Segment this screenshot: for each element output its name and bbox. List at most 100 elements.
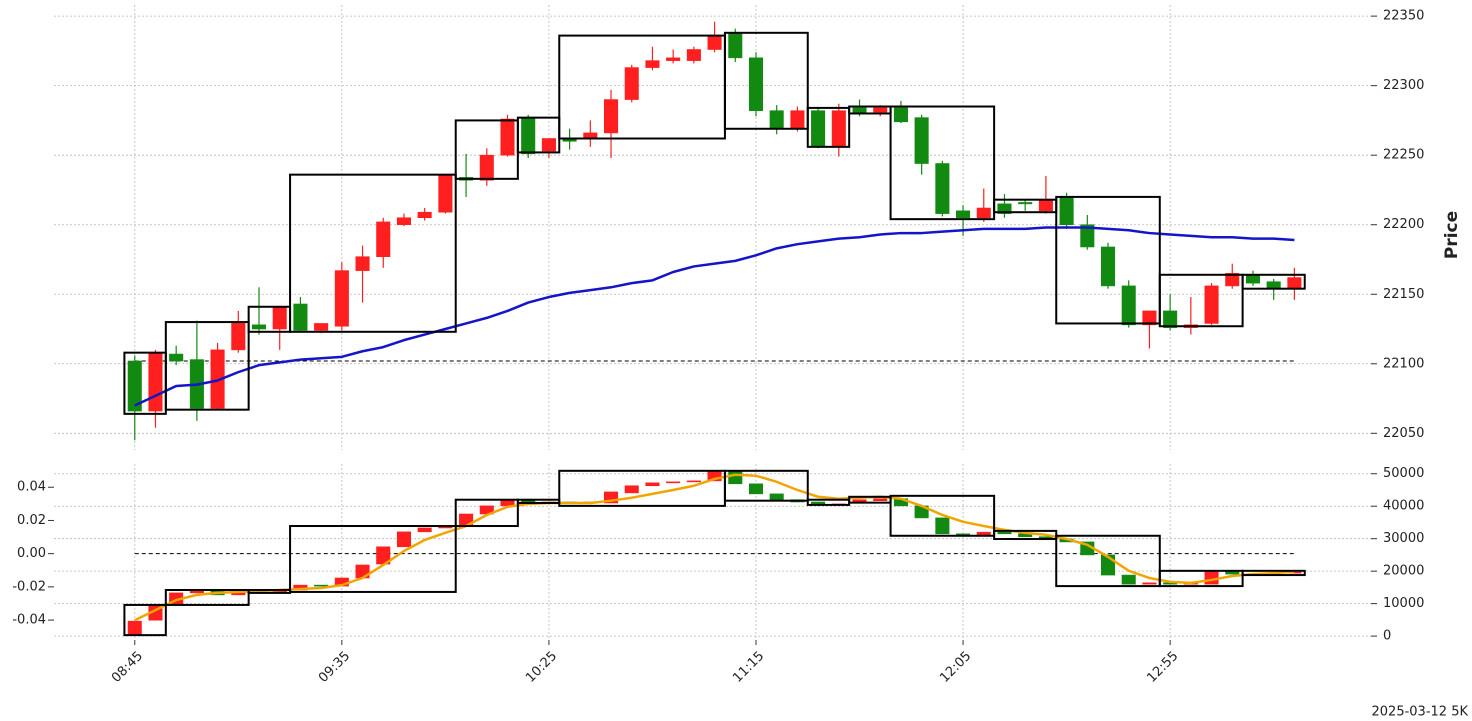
candle-body bbox=[873, 498, 888, 501]
candle-body bbox=[272, 306, 287, 330]
candle-body bbox=[417, 211, 432, 219]
y-tick-label: 22250 bbox=[1383, 148, 1424, 163]
candle-body bbox=[479, 154, 494, 181]
candle-body bbox=[417, 527, 432, 533]
candle-body bbox=[666, 57, 681, 61]
candle-body bbox=[769, 110, 784, 130]
candle-body bbox=[1121, 574, 1136, 585]
candle-body bbox=[293, 303, 308, 331]
candle-body bbox=[748, 57, 764, 111]
candle-body bbox=[541, 138, 556, 152]
candle-body bbox=[521, 117, 536, 155]
range-box bbox=[164, 588, 250, 606]
y-tick-label: 0.04 bbox=[17, 480, 46, 495]
y-tick-label: 40000 bbox=[1383, 499, 1424, 514]
candle-body bbox=[645, 482, 660, 487]
candle-body bbox=[231, 321, 246, 351]
candle-body bbox=[624, 67, 639, 100]
candle-body bbox=[396, 217, 411, 226]
footer: 2025-03-12 5K bbox=[1372, 705, 1469, 720]
candle-body bbox=[666, 481, 681, 484]
range-box bbox=[1158, 569, 1244, 588]
range-box bbox=[1055, 534, 1161, 588]
candle-body bbox=[686, 49, 701, 61]
candle-body bbox=[1245, 274, 1260, 284]
moving-average-line bbox=[134, 473, 1295, 622]
candle-body bbox=[893, 107, 908, 123]
y-tick-label: 10000 bbox=[1383, 596, 1424, 611]
range-box bbox=[723, 31, 809, 130]
candle-body bbox=[997, 531, 1012, 535]
y-tick-label: 0.00 bbox=[17, 546, 46, 561]
candle-body bbox=[500, 118, 515, 156]
candle-body bbox=[251, 324, 267, 330]
candle-body bbox=[728, 32, 743, 59]
y-tick-label: 22300 bbox=[1383, 78, 1424, 93]
y-tick-label: 22350 bbox=[1383, 9, 1424, 24]
candle-body bbox=[1080, 224, 1095, 248]
candle-body bbox=[1287, 277, 1302, 289]
candle-body bbox=[1038, 199, 1053, 212]
y-tick-label: 22200 bbox=[1383, 217, 1424, 232]
y-tick-label: 30000 bbox=[1383, 531, 1424, 546]
candle-body bbox=[127, 620, 142, 635]
range-box bbox=[454, 498, 519, 528]
candle-body bbox=[976, 207, 991, 219]
range-box bbox=[723, 469, 809, 502]
y-axis-title: Price bbox=[1442, 211, 1462, 259]
candle-body bbox=[314, 584, 329, 587]
candle-body bbox=[707, 35, 722, 50]
candle-body bbox=[935, 517, 950, 535]
range-box bbox=[1241, 273, 1306, 290]
candle-body bbox=[956, 210, 971, 219]
candle-body bbox=[748, 483, 764, 495]
candle-body bbox=[148, 352, 163, 412]
y-tick-label: -0.04 bbox=[12, 613, 46, 628]
range-box bbox=[289, 525, 457, 593]
candle-body bbox=[355, 256, 370, 271]
candle-body bbox=[376, 221, 391, 258]
y-tick-label: -0.02 bbox=[12, 579, 46, 594]
candle-body bbox=[645, 60, 660, 68]
y-tick-label: 22150 bbox=[1383, 287, 1424, 302]
range-box bbox=[164, 321, 250, 411]
y-tick-label: 0.02 bbox=[17, 513, 46, 528]
grid-layer bbox=[54, 5, 1371, 640]
y-tick-label: 0 bbox=[1383, 629, 1391, 644]
candle-body bbox=[935, 163, 950, 214]
range-box bbox=[123, 603, 167, 637]
candle-body bbox=[790, 110, 805, 130]
moving-average-line bbox=[134, 226, 1295, 407]
candle-body bbox=[873, 107, 888, 113]
range-box bbox=[289, 173, 457, 333]
candle-body bbox=[314, 323, 329, 331]
range-box bbox=[889, 494, 996, 537]
range-box bbox=[1158, 273, 1244, 328]
candle-body bbox=[438, 174, 453, 213]
candle-body bbox=[1142, 310, 1157, 326]
candle-body bbox=[127, 360, 142, 412]
candle-body bbox=[686, 480, 701, 483]
candle-body bbox=[1204, 285, 1219, 324]
candle-body bbox=[997, 203, 1012, 214]
y-tick-label: 22050 bbox=[1383, 426, 1424, 441]
candle-body bbox=[1018, 202, 1033, 205]
candle-body bbox=[1225, 571, 1240, 575]
candle-body bbox=[914, 117, 929, 164]
candle-body bbox=[1121, 285, 1136, 326]
candle-body bbox=[769, 493, 784, 501]
range-box bbox=[1241, 569, 1306, 577]
range-box bbox=[1055, 195, 1161, 325]
y-tick-label: 22100 bbox=[1383, 356, 1424, 371]
candle-body bbox=[1163, 310, 1178, 328]
y-tick-label: 20000 bbox=[1383, 564, 1424, 579]
candle-body bbox=[624, 485, 639, 494]
candle-body bbox=[604, 491, 619, 504]
range-box bbox=[806, 106, 851, 148]
candle-body bbox=[334, 270, 349, 327]
y-tick-label: 50000 bbox=[1383, 466, 1424, 481]
candle-body bbox=[1225, 273, 1240, 287]
candle-body bbox=[811, 110, 826, 148]
